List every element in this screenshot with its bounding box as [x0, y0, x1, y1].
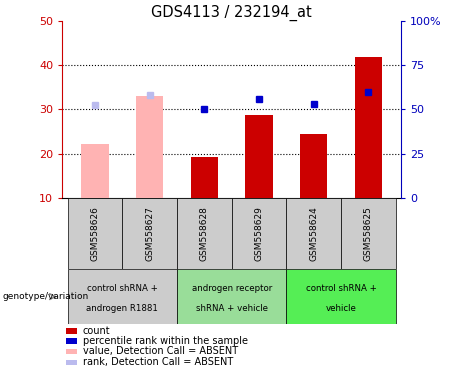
Bar	[68, 269, 177, 324]
Text: GSM558628: GSM558628	[200, 206, 209, 261]
Bar	[65, 328, 77, 334]
Text: genotype/variation: genotype/variation	[2, 292, 89, 301]
Bar	[177, 198, 232, 269]
Text: count: count	[83, 326, 110, 336]
Bar	[68, 198, 122, 269]
Text: GSM558627: GSM558627	[145, 206, 154, 261]
Text: percentile rank within the sample: percentile rank within the sample	[83, 336, 248, 346]
Bar	[191, 157, 218, 198]
Text: GSM558629: GSM558629	[254, 206, 264, 261]
Bar	[65, 359, 77, 365]
Bar	[355, 57, 382, 198]
Text: GSM558625: GSM558625	[364, 206, 373, 261]
Bar	[122, 198, 177, 269]
Title: GDS4113 / 232194_at: GDS4113 / 232194_at	[151, 5, 312, 21]
Bar	[300, 134, 327, 198]
Text: GSM558626: GSM558626	[90, 206, 100, 261]
Bar	[286, 198, 341, 269]
Bar	[177, 269, 286, 324]
Bar	[286, 269, 396, 324]
Text: control shRNA +: control shRNA +	[87, 284, 158, 293]
Text: rank, Detection Call = ABSENT: rank, Detection Call = ABSENT	[83, 358, 233, 367]
Bar	[341, 198, 396, 269]
Text: vehicle: vehicle	[325, 305, 356, 313]
Bar	[65, 349, 77, 354]
Bar	[245, 115, 272, 198]
Bar	[136, 96, 163, 198]
Text: control shRNA +: control shRNA +	[306, 284, 376, 293]
Bar	[231, 198, 286, 269]
Text: androgen receptor: androgen receptor	[191, 284, 272, 293]
Text: GSM558624: GSM558624	[309, 206, 318, 261]
Text: androgen R1881: androgen R1881	[86, 305, 158, 313]
Bar	[65, 338, 77, 344]
Text: shRNA + vehicle: shRNA + vehicle	[195, 305, 268, 313]
Text: value, Detection Call = ABSENT: value, Detection Call = ABSENT	[83, 346, 238, 356]
Bar	[81, 144, 109, 198]
